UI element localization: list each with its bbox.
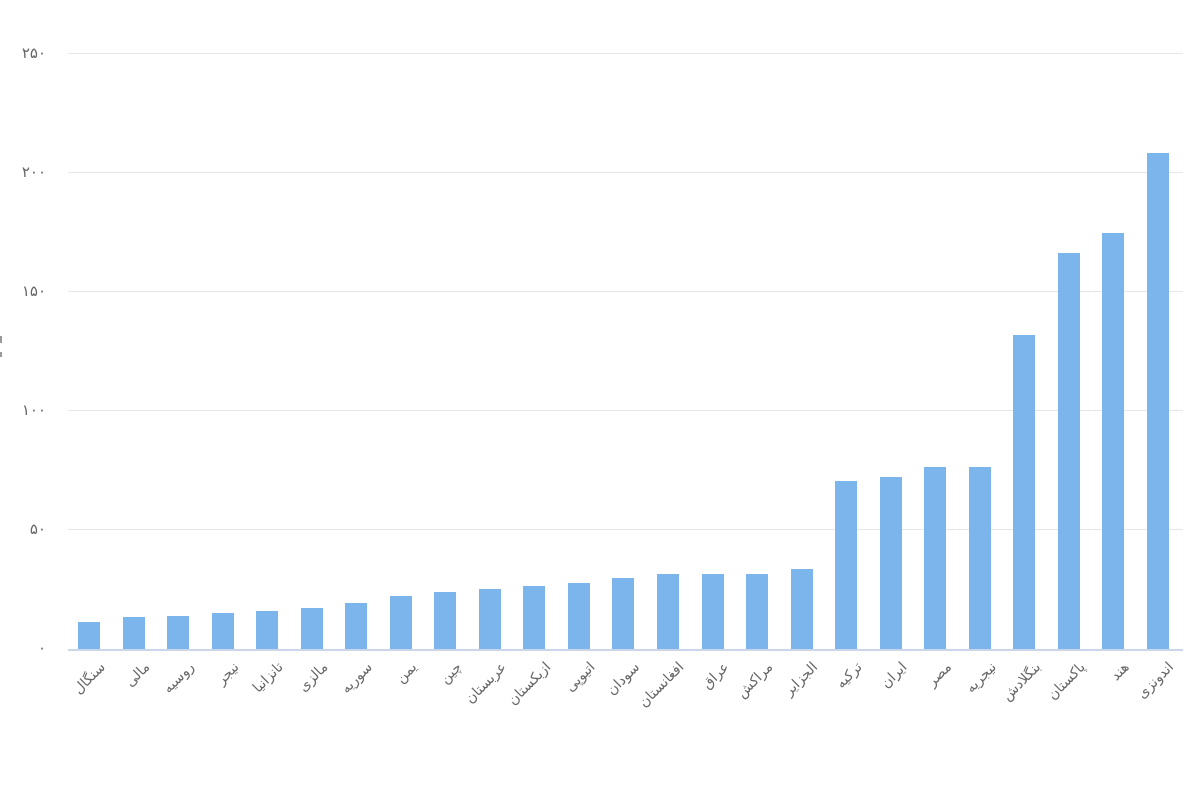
bar-7[interactable] xyxy=(390,596,412,649)
x-tick-label: نیجر xyxy=(213,659,243,689)
x-tick-label: سوریه xyxy=(338,659,376,697)
x-tick-label: سودان xyxy=(603,659,644,699)
x-tick-label: مالزی xyxy=(295,659,332,696)
gridline-250 xyxy=(68,53,1183,54)
x-tick-label: تانزانیا xyxy=(249,659,287,697)
bar-0[interactable] xyxy=(78,622,100,649)
bar-10[interactable] xyxy=(523,586,545,649)
bar-9[interactable] xyxy=(479,589,501,650)
bar-14[interactable] xyxy=(702,574,724,649)
bar-3[interactable] xyxy=(212,613,234,649)
gridline-150 xyxy=(68,291,1183,292)
bar-5[interactable] xyxy=(301,608,323,649)
gridline-50 xyxy=(68,529,1183,530)
bar-11[interactable] xyxy=(568,583,590,649)
x-tick-label: عربستان xyxy=(461,659,510,707)
x-tick-label: مراکش xyxy=(734,659,777,702)
bar-13[interactable] xyxy=(657,574,679,649)
x-tick-label: اندونزی xyxy=(1134,659,1178,703)
x-tick-label: مالی xyxy=(122,659,154,691)
x-tick-label: روسیه xyxy=(160,659,198,697)
bar-24[interactable] xyxy=(1147,153,1169,649)
x-tick-label: بنگلادش xyxy=(999,659,1044,705)
bar-4[interactable] xyxy=(256,611,278,649)
x-tick-label: چین xyxy=(436,659,465,688)
y-axis-title-clipped xyxy=(0,336,2,343)
x-tick-label: پاکستان xyxy=(1044,659,1089,704)
bar-2[interactable] xyxy=(167,616,189,649)
y-tick-label: ۲۰۰ xyxy=(21,163,46,181)
x-tick-label: ترکیه xyxy=(833,659,866,692)
x-tick-label: نیجریه xyxy=(962,659,1000,697)
y-tick-label: ۰ xyxy=(37,639,46,657)
bar-16[interactable] xyxy=(791,569,813,649)
y-tick-label: ۱۰۰ xyxy=(21,401,46,419)
x-tick-label: سنگال xyxy=(70,659,109,698)
bar-18[interactable] xyxy=(880,477,902,649)
x-tick-label: ازبکستان xyxy=(504,659,555,709)
x-tick-label: یمن xyxy=(393,659,421,687)
x-tick-label: ایران xyxy=(878,659,911,692)
bar-12[interactable] xyxy=(612,578,634,649)
bar-21[interactable] xyxy=(1013,335,1035,649)
bar-22[interactable] xyxy=(1058,253,1080,649)
bar-1[interactable] xyxy=(123,617,145,649)
y-tick-label: ۵۰ xyxy=(29,520,46,538)
x-tick-label: اتیوپی xyxy=(562,659,599,696)
x-tick-label: عراق xyxy=(699,659,733,693)
gridline-100 xyxy=(68,410,1183,411)
x-tick-label: افغانستان xyxy=(636,659,688,711)
x-tick-label: الجزایر xyxy=(781,659,822,700)
bar-20[interactable] xyxy=(969,467,991,649)
bar-17[interactable] xyxy=(835,481,857,649)
y-tick-label: ۱۵۰ xyxy=(21,282,46,300)
bar-6[interactable] xyxy=(345,603,367,649)
y-axis-title-clipped xyxy=(0,352,2,357)
y-tick-label: ۲۵۰ xyxy=(21,44,46,62)
bar-19[interactable] xyxy=(924,467,946,649)
bar-23[interactable] xyxy=(1102,233,1124,649)
bar-8[interactable] xyxy=(434,592,456,649)
bar-15[interactable] xyxy=(746,574,768,649)
x-tick-label: مصر xyxy=(924,659,955,690)
x-axis-line xyxy=(68,649,1183,651)
gridline-200 xyxy=(68,172,1183,173)
x-tick-label: هند xyxy=(1108,659,1134,685)
